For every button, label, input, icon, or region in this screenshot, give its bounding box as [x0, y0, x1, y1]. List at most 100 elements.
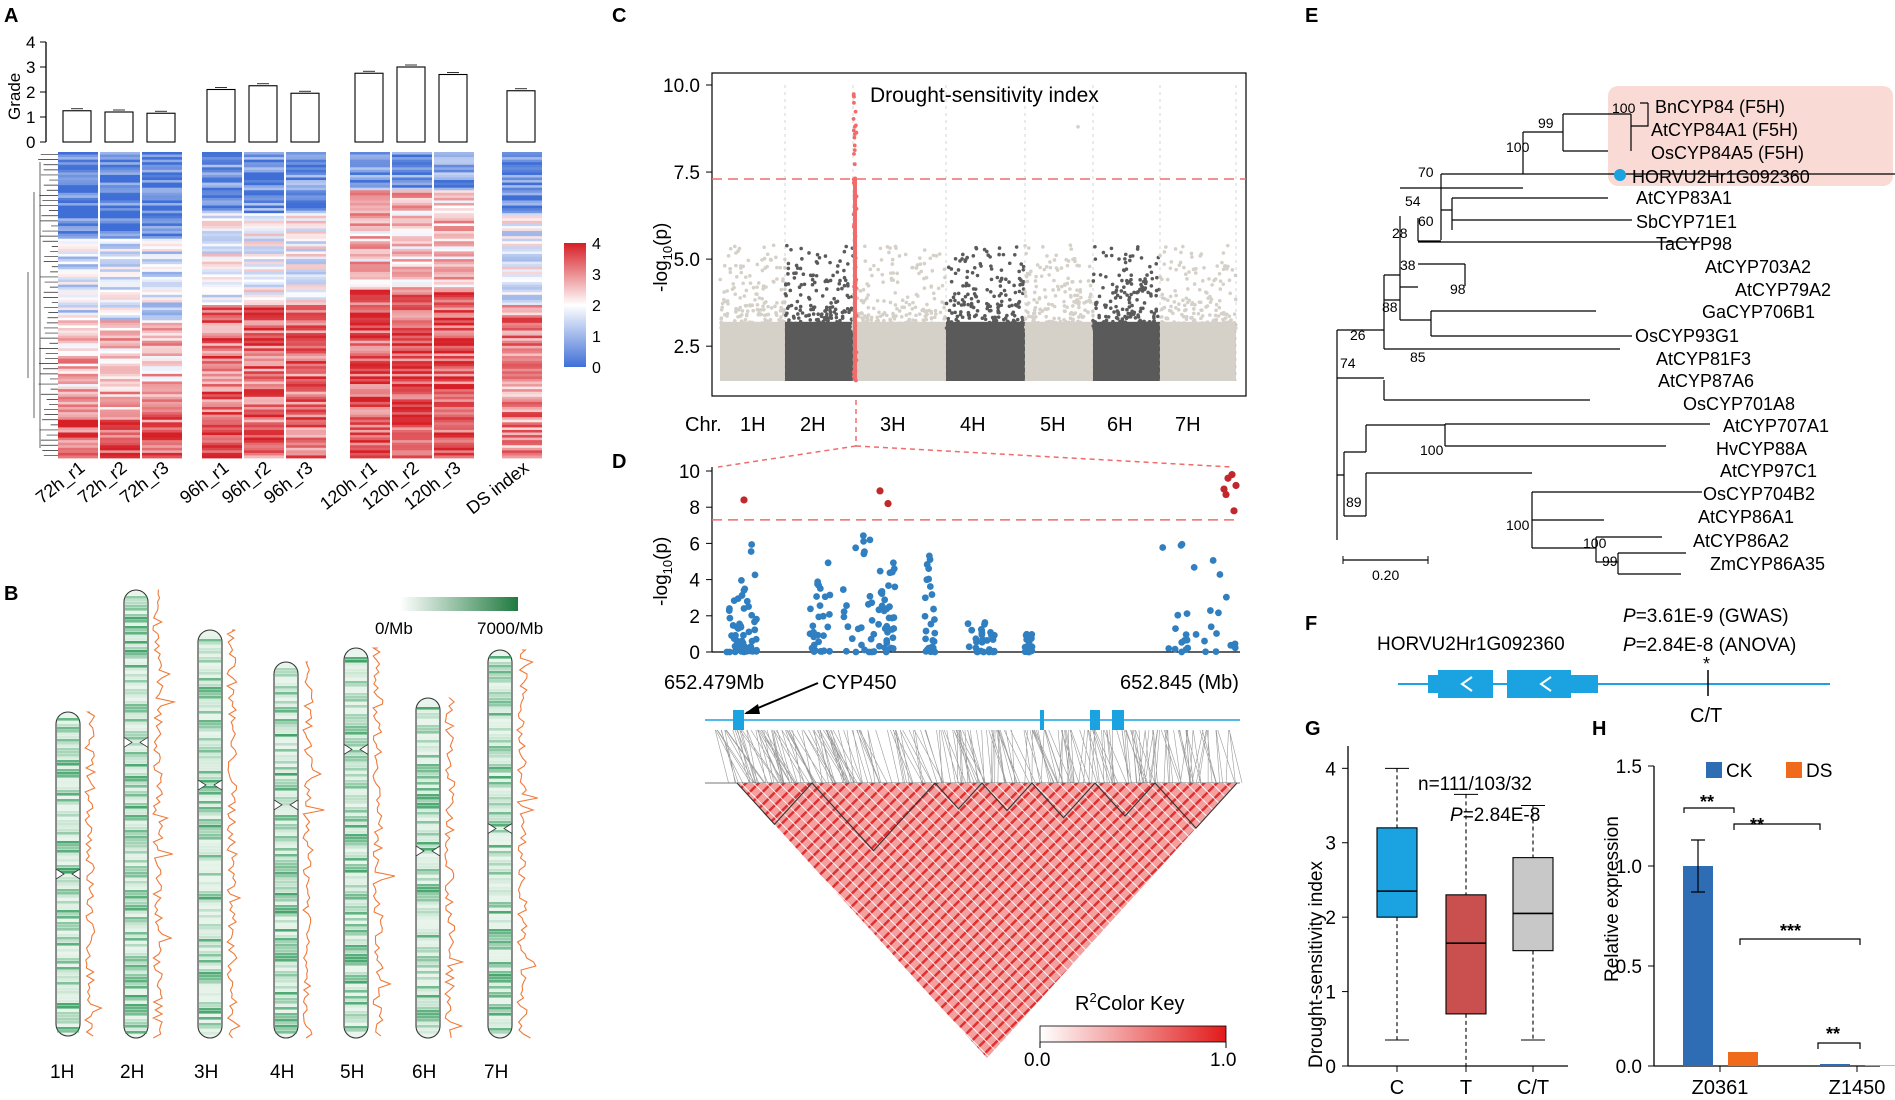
manhattan-point — [1013, 252, 1017, 257]
heatmap-cell — [142, 310, 182, 314]
heatmap-cell — [286, 424, 326, 428]
manhattan-point — [1037, 296, 1042, 301]
manhattan-point — [1084, 299, 1089, 304]
density-band — [417, 872, 439, 875]
density-band — [417, 755, 439, 758]
manhattan-point — [753, 298, 757, 302]
manhattan-point — [953, 256, 958, 261]
manhattan-point — [1053, 293, 1058, 298]
density-band — [57, 934, 79, 937]
density-band — [57, 1015, 79, 1018]
heatmap-cell — [286, 208, 326, 212]
manhattan-point — [1019, 278, 1023, 282]
manhattan-point — [823, 254, 828, 258]
manhattan-point — [1201, 279, 1205, 283]
density-band — [125, 848, 147, 851]
manhattan-point — [903, 321, 908, 325]
density-band — [489, 917, 511, 920]
manhattan-point — [1046, 306, 1050, 311]
density-band — [345, 846, 367, 849]
zoom-point — [737, 646, 744, 654]
density-band — [125, 836, 147, 839]
manhattan-point — [868, 267, 873, 272]
density-band — [417, 806, 439, 809]
heatmap-cell — [244, 419, 284, 423]
heatmap-cell — [142, 307, 182, 311]
density-band — [345, 876, 367, 879]
density-band — [489, 947, 511, 950]
density-band — [125, 644, 147, 647]
heatmap-cell — [286, 384, 326, 387]
manhattan-point — [1115, 316, 1120, 321]
heatmap-cell — [434, 312, 474, 316]
heatmap-cell — [350, 317, 390, 321]
manhattan-point — [1216, 326, 1220, 331]
density-band — [345, 1008, 367, 1011]
manhattan-point — [1161, 306, 1165, 311]
bootstrap-value: 26 — [1350, 327, 1366, 343]
heatmap-cell — [286, 287, 326, 291]
heatmap-cell — [202, 445, 242, 449]
manhattan-point — [1071, 304, 1075, 308]
density-band — [125, 947, 147, 950]
manhattan-point — [765, 319, 770, 323]
heatmap-cell — [100, 213, 140, 217]
density-band — [345, 690, 367, 693]
manhattan-point — [989, 277, 994, 282]
manhattan-point — [1114, 304, 1118, 309]
manhattan-point — [1088, 292, 1093, 297]
heatmap-cell — [286, 376, 326, 380]
heatmap-cell — [202, 154, 242, 158]
zoom-point — [813, 593, 820, 600]
manhattan-point — [1073, 311, 1078, 315]
manhattan-point — [967, 325, 972, 330]
manhattan-point — [1117, 257, 1121, 261]
density-band — [345, 933, 367, 936]
density-band — [417, 887, 439, 890]
zoom-point — [1212, 648, 1220, 655]
heatmap-cell — [244, 442, 284, 446]
density-band — [275, 953, 297, 956]
g-tick-label: 3 — [1325, 834, 1336, 855]
heatmap-cell — [350, 432, 390, 436]
density-band — [199, 720, 221, 723]
density-band — [57, 763, 79, 766]
density-band — [417, 947, 439, 950]
density-band — [489, 860, 511, 863]
density-band — [489, 863, 511, 866]
manhattan-point — [989, 267, 994, 271]
heatmap-cell — [502, 238, 542, 242]
heatmap-cell — [350, 228, 390, 232]
heatmap-cell — [502, 187, 542, 191]
heatmap-cell — [434, 259, 474, 263]
heatmap-cell — [350, 442, 390, 446]
manhattan-point — [1190, 255, 1194, 259]
density-band — [345, 855, 367, 858]
heatmap-cell — [502, 190, 542, 194]
heatmap-cell — [58, 164, 98, 168]
manhattan-point — [1021, 280, 1026, 284]
density-band — [125, 962, 147, 965]
density-band — [345, 693, 367, 696]
heatmap-cell — [142, 248, 182, 252]
manhattan-point — [721, 323, 726, 327]
zoom-tick-label: 4 — [689, 571, 700, 592]
heatmap-cell — [392, 333, 432, 336]
heatmap-cell — [392, 210, 432, 214]
heatmap-cell — [100, 335, 140, 339]
heatmap-cell — [100, 350, 140, 354]
box — [1512, 857, 1554, 952]
heatmap-cell — [350, 223, 390, 227]
manhattan-point — [725, 326, 730, 331]
heatmap-cell — [434, 152, 474, 155]
manhattan-point — [1155, 275, 1159, 280]
taxon-label: TaCYP98 — [1656, 234, 1732, 254]
heatmap-cell — [58, 271, 98, 275]
manhattan-point — [1034, 274, 1038, 279]
density-band — [199, 786, 221, 789]
density-band — [275, 917, 297, 920]
manhattan-point — [765, 264, 769, 269]
heatmap-cell — [392, 358, 432, 362]
density-band — [57, 964, 79, 967]
